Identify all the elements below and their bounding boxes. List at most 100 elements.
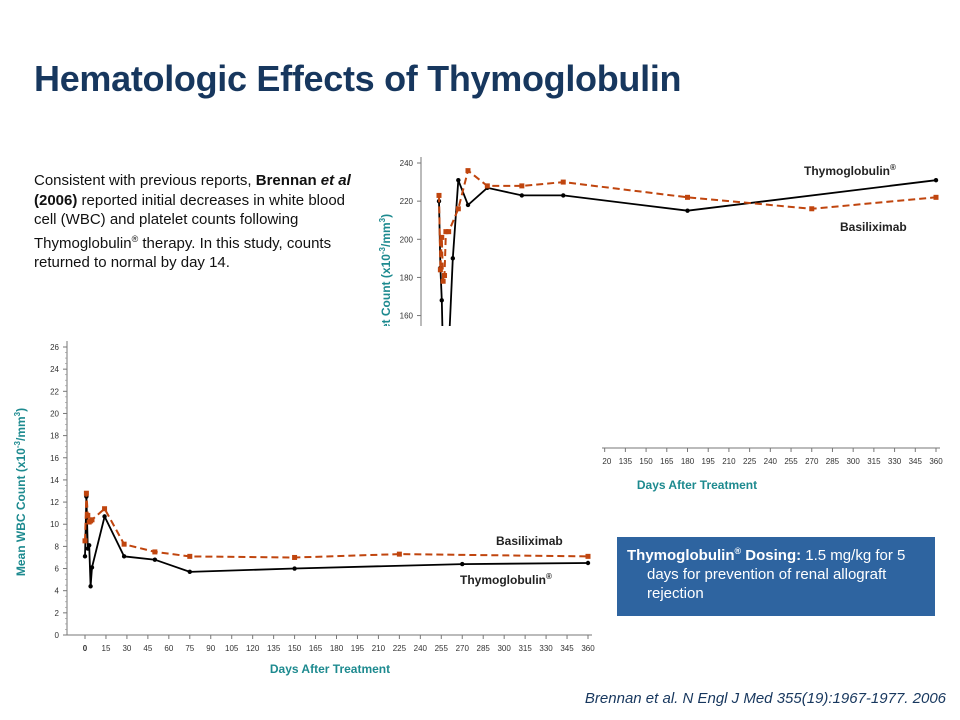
x-tick-label: 195 [351,644,365,653]
x-tick-label: 240 [414,644,428,653]
basiliximab-point [83,490,89,496]
thymoglobulin-point [88,584,93,589]
x-tick-label: 360 [581,644,595,653]
x-tick-label: 270 [805,457,819,466]
y-tick-label: 10 [50,520,59,529]
y-tick-label: 6 [55,565,60,574]
x-tick-label: 330 [539,644,553,653]
x-tick-label: 180 [681,457,695,466]
x-axis-label: Days After Treatment [637,478,757,492]
y-axis-label-sup: 3 [13,411,22,416]
x-tick-label: 315 [518,644,532,653]
series-label-reg: ® [890,163,896,172]
x-tick-label: 255 [435,644,449,653]
thymoglobulin-point [89,565,95,570]
x-tick-label: 0 [83,644,88,653]
y-tick-label: 2 [55,609,60,618]
x-tick-label: 285 [826,457,840,466]
basiliximab-point [446,229,452,235]
basiliximab-point [396,551,402,557]
basiliximab-point [519,183,525,189]
y-tick-label: 240 [400,159,414,168]
dosing-label: Thymoglobulin [627,547,735,564]
thymoglobulin-point [85,546,90,551]
x-tick-label: 210 [722,457,736,466]
basiliximab-point [292,554,298,560]
dosing-label-suffix: Dosing: [741,547,802,564]
basiliximab-point [442,273,448,279]
x-tick-label: 225 [393,644,407,653]
y-tick-label: 8 [55,542,60,551]
thymoglobulin-point [82,554,88,559]
y-axis-label-sup: -3 [378,246,387,254]
thymoglobulin-point [292,566,297,571]
basiliximab-point [560,179,566,185]
series-label-text: Basiliximab [840,220,907,234]
y-tick-label: 24 [50,365,59,374]
x-tick-label: 45 [143,644,152,653]
citation: Brennan et al. N Engl J Med 355(19):1967… [584,690,946,707]
basiliximab-point [121,541,127,547]
x-tick-label: 75 [185,644,194,653]
y-tick-label: 20 [50,409,59,418]
intro-year: (2006) [34,191,78,209]
basiliximab-point [440,278,446,284]
y-tick-label: 160 [400,312,414,321]
y-axis-label-text: /mm [379,222,393,247]
x-tick-label: 315 [867,457,881,466]
y-tick-label: 22 [50,387,59,396]
x-tick-label: 30 [122,644,131,653]
x-tick-label: 120 [246,644,260,653]
basiliximab-series-label: Basiliximab [840,220,907,234]
thymoglobulin-point [561,193,566,198]
x-tick-label: 300 [846,457,860,466]
thymoglobulin-point [86,543,92,548]
dosing-text: 1.5 mg/kg for 5 days for prevention of r… [647,547,906,602]
y-tick-label: 12 [50,498,59,507]
x-tick-label: 150 [288,644,302,653]
x-tick-label: 15 [102,644,111,653]
y-tick-label: 18 [50,432,59,441]
y-tick-label: 16 [50,454,59,463]
intro-reg-mark: ® [131,233,139,244]
x-tick-label: 345 [560,644,574,653]
y-tick-label: 220 [400,197,414,206]
y-axis-label-sup: -3 [13,440,22,448]
x-tick-label: 60 [164,644,173,653]
thymoglobulin-point [465,202,471,208]
thymoglobulin-point [456,177,461,183]
x-tick-label: 225 [743,457,757,466]
x-tick-label: 360 [929,457,943,466]
basiliximab-point [933,194,939,200]
x-tick-label: 120 [598,457,612,466]
basiliximab-point [437,267,443,273]
x-axis-label: Days After Treatment [270,662,390,676]
series-label-text: Thymoglobulin [804,164,890,178]
y-axis-label-text: Mean WBC Count (x10 [14,448,28,576]
thymoglobulin-point [585,560,591,566]
intro-author: Brennan [255,172,321,189]
y-axis-label-text: ) [379,214,393,218]
x-tick-label: 240 [764,457,778,466]
y-tick-label: 180 [400,273,414,282]
basiliximab-point [89,517,95,523]
intro-text-3: therapy. In this study, counts returned … [34,234,332,272]
x-tick-label: 270 [456,644,470,653]
y-axis-label: Mean WBC Count (x10-3/mm3) [13,408,28,576]
thymoglobulin-point [152,557,158,562]
x-tick-label: 135 [619,457,633,466]
x-tick-label: 135 [267,644,281,653]
basiliximab-series-label: Basiliximab [496,534,563,548]
basiliximab-point [465,168,471,174]
y-tick-label: 14 [50,476,59,485]
thymoglobulin-point [450,256,456,261]
thymoglobulin-point [685,208,690,213]
intro-paragraph: Consistent with previous reports, Brenna… [34,171,364,273]
basiliximab-point [102,506,108,512]
thymoglobulin-series-label: Thymoglobulin® [460,572,552,587]
thymoglobulin-point [439,298,444,303]
y-tick-label: 200 [400,235,414,244]
thymoglobulin-point [519,193,525,198]
dosing-reg-mark: ® [734,546,742,556]
